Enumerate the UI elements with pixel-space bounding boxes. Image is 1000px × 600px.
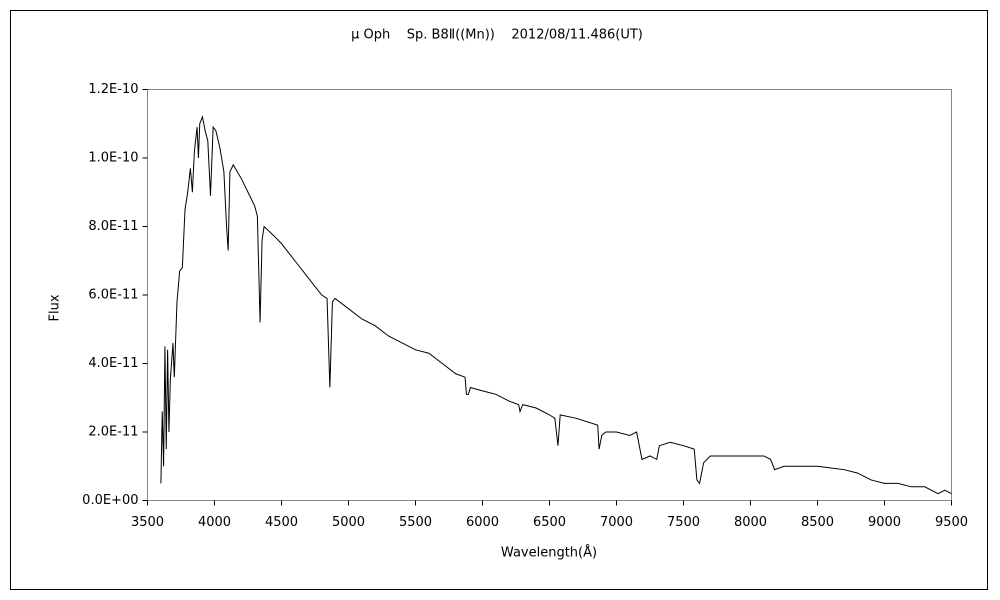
y-axis-label: Flux [48, 294, 63, 321]
x-tick-label: 3500 [131, 515, 164, 530]
x-tick-label: 8000 [734, 515, 767, 530]
x-tick-label: 5000 [332, 515, 365, 530]
y-tick-label: 0.0E+00 [82, 493, 138, 508]
x-tick-label: 9000 [868, 515, 901, 530]
x-axis-label: Wavelength(Å) [501, 545, 597, 561]
y-tick-label: 1.0E-10 [88, 151, 138, 166]
x-tick-label: 6500 [533, 515, 566, 530]
y-tick-label: 6.0E-11 [88, 288, 138, 303]
y-tick-label: 8.0E-11 [88, 219, 138, 234]
x-tick-label: 9500 [935, 515, 968, 530]
x-tick-label: 8500 [801, 515, 834, 530]
y-tick-label: 1.2E-10 [88, 82, 138, 97]
chart-title: μ Oph Sp. B8Ⅱ((Mn)) 2012/08/11.486(UT) [351, 28, 643, 43]
x-tick-label: 7500 [667, 515, 700, 530]
plot-area [147, 89, 952, 501]
spectrum-line [160, 115, 952, 495]
x-tick-label: 5500 [399, 515, 432, 530]
x-tick-label: 6000 [466, 515, 499, 530]
x-tick-label: 4500 [265, 515, 298, 530]
y-tick-label: 2.0E-11 [88, 425, 138, 440]
x-tick-label: 4000 [198, 515, 231, 530]
y-tick-label: 4.0E-11 [88, 356, 138, 371]
x-tick-label: 7000 [600, 515, 633, 530]
